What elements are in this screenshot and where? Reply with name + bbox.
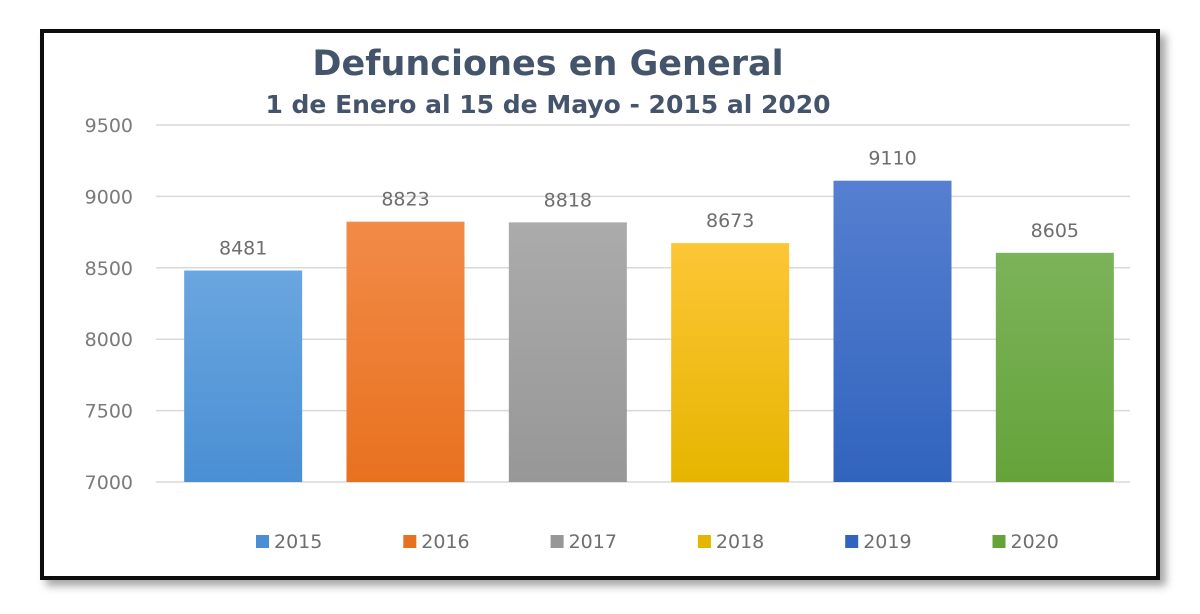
gridlines xyxy=(156,124,1130,483)
bar-2016 xyxy=(346,221,465,482)
bar-2017 xyxy=(508,222,627,483)
legend-swatch xyxy=(992,535,1006,548)
y-tick-label: 7500 xyxy=(85,401,133,423)
y-axis: 7000 7500 8000 8500 9000 9500 xyxy=(85,115,133,494)
legend-swatch xyxy=(697,535,711,548)
legend-label: 2016 xyxy=(421,531,469,553)
legend-label: 2017 xyxy=(569,531,617,553)
legend: 2015 2016 2017 2018 2019 2020 xyxy=(256,531,1059,553)
y-tick-label: 7000 xyxy=(85,472,133,494)
legend-item-2019: 2019 xyxy=(845,531,912,553)
data-label-2015: 8481 xyxy=(219,238,267,260)
legend-label: 2019 xyxy=(863,531,911,553)
bar-2018 xyxy=(671,243,790,482)
data-label-2020: 8605 xyxy=(1031,220,1079,242)
data-label-2016: 8823 xyxy=(381,189,429,211)
bar-2015 xyxy=(184,270,303,482)
legend-swatch xyxy=(845,535,859,548)
legend-item-2020: 2020 xyxy=(992,531,1059,553)
bars xyxy=(184,180,1114,483)
data-label-2017: 8818 xyxy=(544,189,592,211)
bar-2020 xyxy=(995,252,1114,482)
y-tick-label: 9000 xyxy=(85,186,133,208)
legend-label: 2018 xyxy=(716,531,764,553)
legend-label: 2015 xyxy=(274,531,322,553)
legend-item-2015: 2015 xyxy=(256,531,322,553)
legend-item-2018: 2018 xyxy=(697,531,764,553)
legend-swatch xyxy=(403,535,417,548)
y-tick-label: 8500 xyxy=(85,258,133,280)
y-tick-label: 9500 xyxy=(85,115,133,137)
legend-swatch xyxy=(550,535,564,548)
data-label-2018: 8673 xyxy=(706,210,754,232)
data-labels: 8481 8823 8818 8673 9110 8605 xyxy=(219,148,1079,260)
data-label-2019: 9110 xyxy=(868,148,916,170)
y-tick-label: 8000 xyxy=(85,329,133,351)
bar-2019 xyxy=(833,180,952,482)
legend-item-2017: 2017 xyxy=(550,531,617,553)
legend-label: 2020 xyxy=(1011,531,1059,553)
legend-swatch xyxy=(256,535,269,548)
chart-subtitle: 1 de Enero al 15 de Mayo - 2015 al 2020 xyxy=(265,90,830,119)
legend-item-2016: 2016 xyxy=(403,531,470,553)
chart-title: Defunciones en General xyxy=(312,44,783,84)
